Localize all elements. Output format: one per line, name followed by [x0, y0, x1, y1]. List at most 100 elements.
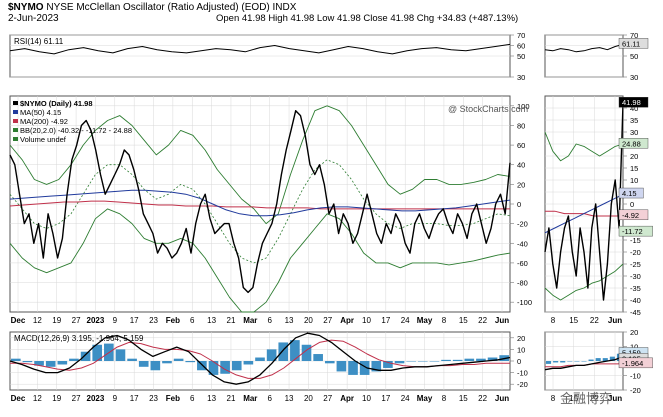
- price-xaxis-label: 21: [227, 316, 236, 325]
- macd-hist-bar: [34, 361, 44, 366]
- macd-hist-bar: [162, 361, 172, 364]
- price-axis-tick-label: 60: [517, 141, 525, 150]
- high-value: 41.98: [290, 13, 315, 24]
- symbol: $NYMO: [8, 2, 44, 13]
- macd-hist-bar: [476, 358, 486, 361]
- macd-xaxis-label: 27: [72, 394, 81, 403]
- price-zoom-axis-tick-label: -45: [630, 308, 641, 317]
- rsi-title: RSI(14) 61.11: [14, 37, 64, 46]
- macd-xaxis-label: Apr: [340, 394, 354, 403]
- macd-hist-bar: [301, 344, 312, 361]
- macd-hist-bar: [371, 361, 382, 372]
- rsi-axis-tick-label: 50: [517, 52, 525, 61]
- macd-xaxis-label: 13: [285, 394, 294, 403]
- price-xaxis-label: Mar: [243, 316, 257, 325]
- macd-xaxis-label: 12: [33, 394, 42, 403]
- ma200-line: [9, 200, 510, 210]
- rsi-zoom-axis-tick-label: 50: [630, 52, 638, 61]
- macd-xaxis-label: 22: [478, 394, 487, 403]
- macd-hist-bar: [359, 361, 370, 375]
- rsi-line: [9, 43, 511, 55]
- macd-xaxis-label: 17: [381, 394, 390, 403]
- macd-zoom-axis-tick-label: 20: [630, 328, 638, 337]
- price-axis-tick-label: 20: [517, 180, 525, 189]
- legend-swatch: [13, 110, 18, 114]
- macd-hist-bar: [11, 358, 21, 361]
- macd-hist-bar: [429, 361, 440, 362]
- price-xaxis-label: 27: [323, 316, 332, 325]
- macd-zoom-hist-bar: [574, 361, 580, 362]
- price-xaxis-label: 19: [52, 316, 61, 325]
- macd-hist-bar: [231, 361, 242, 371]
- macd-hist-bar: [197, 361, 207, 371]
- macd-hist-bar: [208, 361, 219, 375]
- macd-zoom-hist-bar: [581, 361, 587, 362]
- bb-middle-line: [9, 159, 511, 264]
- macd-hist-bar: [127, 358, 137, 361]
- macd-hist-bar: [348, 361, 358, 375]
- macd-hist-bar: [406, 361, 416, 362]
- legend-swatch: [13, 128, 18, 132]
- macd-xaxis-label: May: [417, 394, 433, 403]
- price-zoom-value-box: [618, 225, 653, 237]
- price-zoom-axis-tick-label: -20: [630, 248, 641, 257]
- date-line: 2-Jun-2023: [8, 13, 59, 24]
- bb-lower-line: [9, 208, 511, 313]
- macd-hist-bar: [464, 358, 475, 361]
- macd-hist-bar: [278, 342, 289, 361]
- macd-zoom-hist-bar: [553, 361, 559, 363]
- macd-hist-bar: [290, 340, 300, 361]
- macd-xaxis-label: Feb: [166, 394, 180, 403]
- macd-xaxis-label: 8: [442, 394, 447, 403]
- macd-zoom-hist-bar: [588, 359, 594, 361]
- macd-hist-bar: [487, 357, 498, 361]
- price-xaxis-label: Apr: [340, 316, 354, 325]
- price-zoom-xaxis-label: 15: [569, 316, 578, 325]
- exchange: INDX: [272, 2, 297, 13]
- macd-zoom-axis-tick-label: -10: [630, 372, 641, 381]
- macd-zoom-hist-bar: [546, 361, 552, 364]
- price-zoom-axis-tick-label: -35: [630, 284, 641, 293]
- price-zoom-value: -4.92: [622, 211, 639, 220]
- low-value: 41.98: [337, 13, 361, 24]
- legend-label: $NYMO (Daily) 41.98: [20, 99, 93, 108]
- price-zoom-axis-tick-label: 15: [630, 164, 638, 173]
- price-zoom-axis-tick-label: -25: [630, 260, 641, 269]
- macd-xaxis-label: 13: [207, 394, 216, 403]
- price-zoom-axis-tick-label: -30: [630, 272, 641, 281]
- macd-axis-tick-label: 20: [517, 334, 525, 343]
- change-value: +34.83 (+487.13%): [436, 13, 519, 24]
- legend-swatch: [13, 137, 18, 141]
- macd-zoom-hist-bar: [567, 361, 573, 362]
- price-zoom-value-box: [618, 187, 644, 199]
- macd-hist-bar: [173, 358, 184, 361]
- price-xaxis-label: 17: [130, 316, 139, 325]
- nymo-line: [9, 109, 511, 294]
- ma50-line: [9, 189, 511, 217]
- price-axis-tick-label: -80: [517, 279, 528, 288]
- price-axis-tick-label: -40: [517, 239, 528, 248]
- macd-hist-bar: [69, 358, 79, 361]
- price-axis-tick-label: 80: [517, 121, 525, 130]
- macd-hist-bar: [92, 344, 103, 361]
- rsi-zoom-axis-tick-label: 70: [630, 31, 638, 40]
- open-value: 41.98: [241, 13, 266, 24]
- macd-xaxis-label: 21: [227, 394, 236, 403]
- macd-zoom-xaxis-label: 8: [551, 394, 556, 403]
- macd-xaxis-label: Jun: [495, 394, 509, 403]
- price-axis-tick-label: 40: [517, 161, 525, 170]
- macd-zoom-hist-bar: [595, 358, 601, 361]
- macd-hist-bar: [394, 361, 405, 364]
- macd-hist-bar: [255, 357, 265, 361]
- macd-line: [9, 332, 511, 385]
- macd-hist-bar: [383, 361, 393, 368]
- price-zoom-xaxis-label: Jun: [608, 316, 622, 325]
- macd-zoom-value: 5.159: [622, 349, 641, 358]
- macd-xaxis-label: 6: [267, 394, 272, 403]
- macd-hist-bar: [313, 354, 323, 361]
- macd-xaxis-label: 17: [130, 394, 139, 403]
- price-xaxis-label: 13: [285, 316, 294, 325]
- price-zoom-value-box: [618, 138, 649, 149]
- macd-hist-bar: [185, 361, 196, 363]
- price-axis-tick-label: -60: [517, 259, 528, 268]
